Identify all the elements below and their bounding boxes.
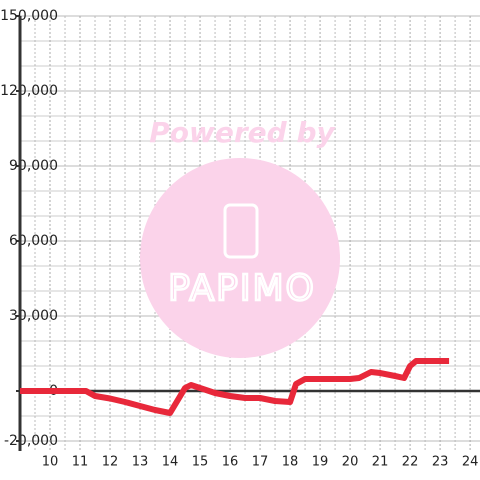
y-tick-label: 90,000 (9, 158, 58, 174)
x-tick-label: 22 (402, 455, 419, 470)
watermark-phone (223, 203, 259, 259)
x-tick-label: 18 (282, 455, 299, 470)
x-tick-label: 15 (192, 455, 209, 470)
x-tick-label: 12 (102, 455, 119, 470)
watermark-title: Powered by (149, 116, 336, 149)
x-tick-label: 17 (252, 455, 269, 470)
y-tick-label: -20,000 (4, 433, 58, 449)
y-tick-label: 150,000 (0, 8, 58, 24)
x-tick-label: 16 (222, 455, 239, 470)
x-tick-label: 21 (372, 455, 389, 470)
x-tick-label: 19 (312, 455, 329, 470)
data-line (20, 358, 450, 416)
watermark: Powered by PAPIMO (140, 116, 340, 358)
y-tick-label: 120,000 (0, 83, 58, 99)
y-tick-label: 30,000 (9, 308, 58, 324)
x-tick-label: 10 (42, 455, 59, 470)
x-tick-label: 24 (462, 455, 479, 470)
x-tick-label: 11 (72, 455, 89, 470)
x-tick-label: 20 (342, 455, 359, 470)
x-tick-label: 23 (432, 455, 449, 470)
watermark-logo: PAPIMO (168, 268, 316, 309)
y-tick-label: 60,000 (9, 233, 58, 249)
x-tick-label: 14 (162, 455, 179, 470)
x-tick-label: 13 (132, 455, 149, 470)
